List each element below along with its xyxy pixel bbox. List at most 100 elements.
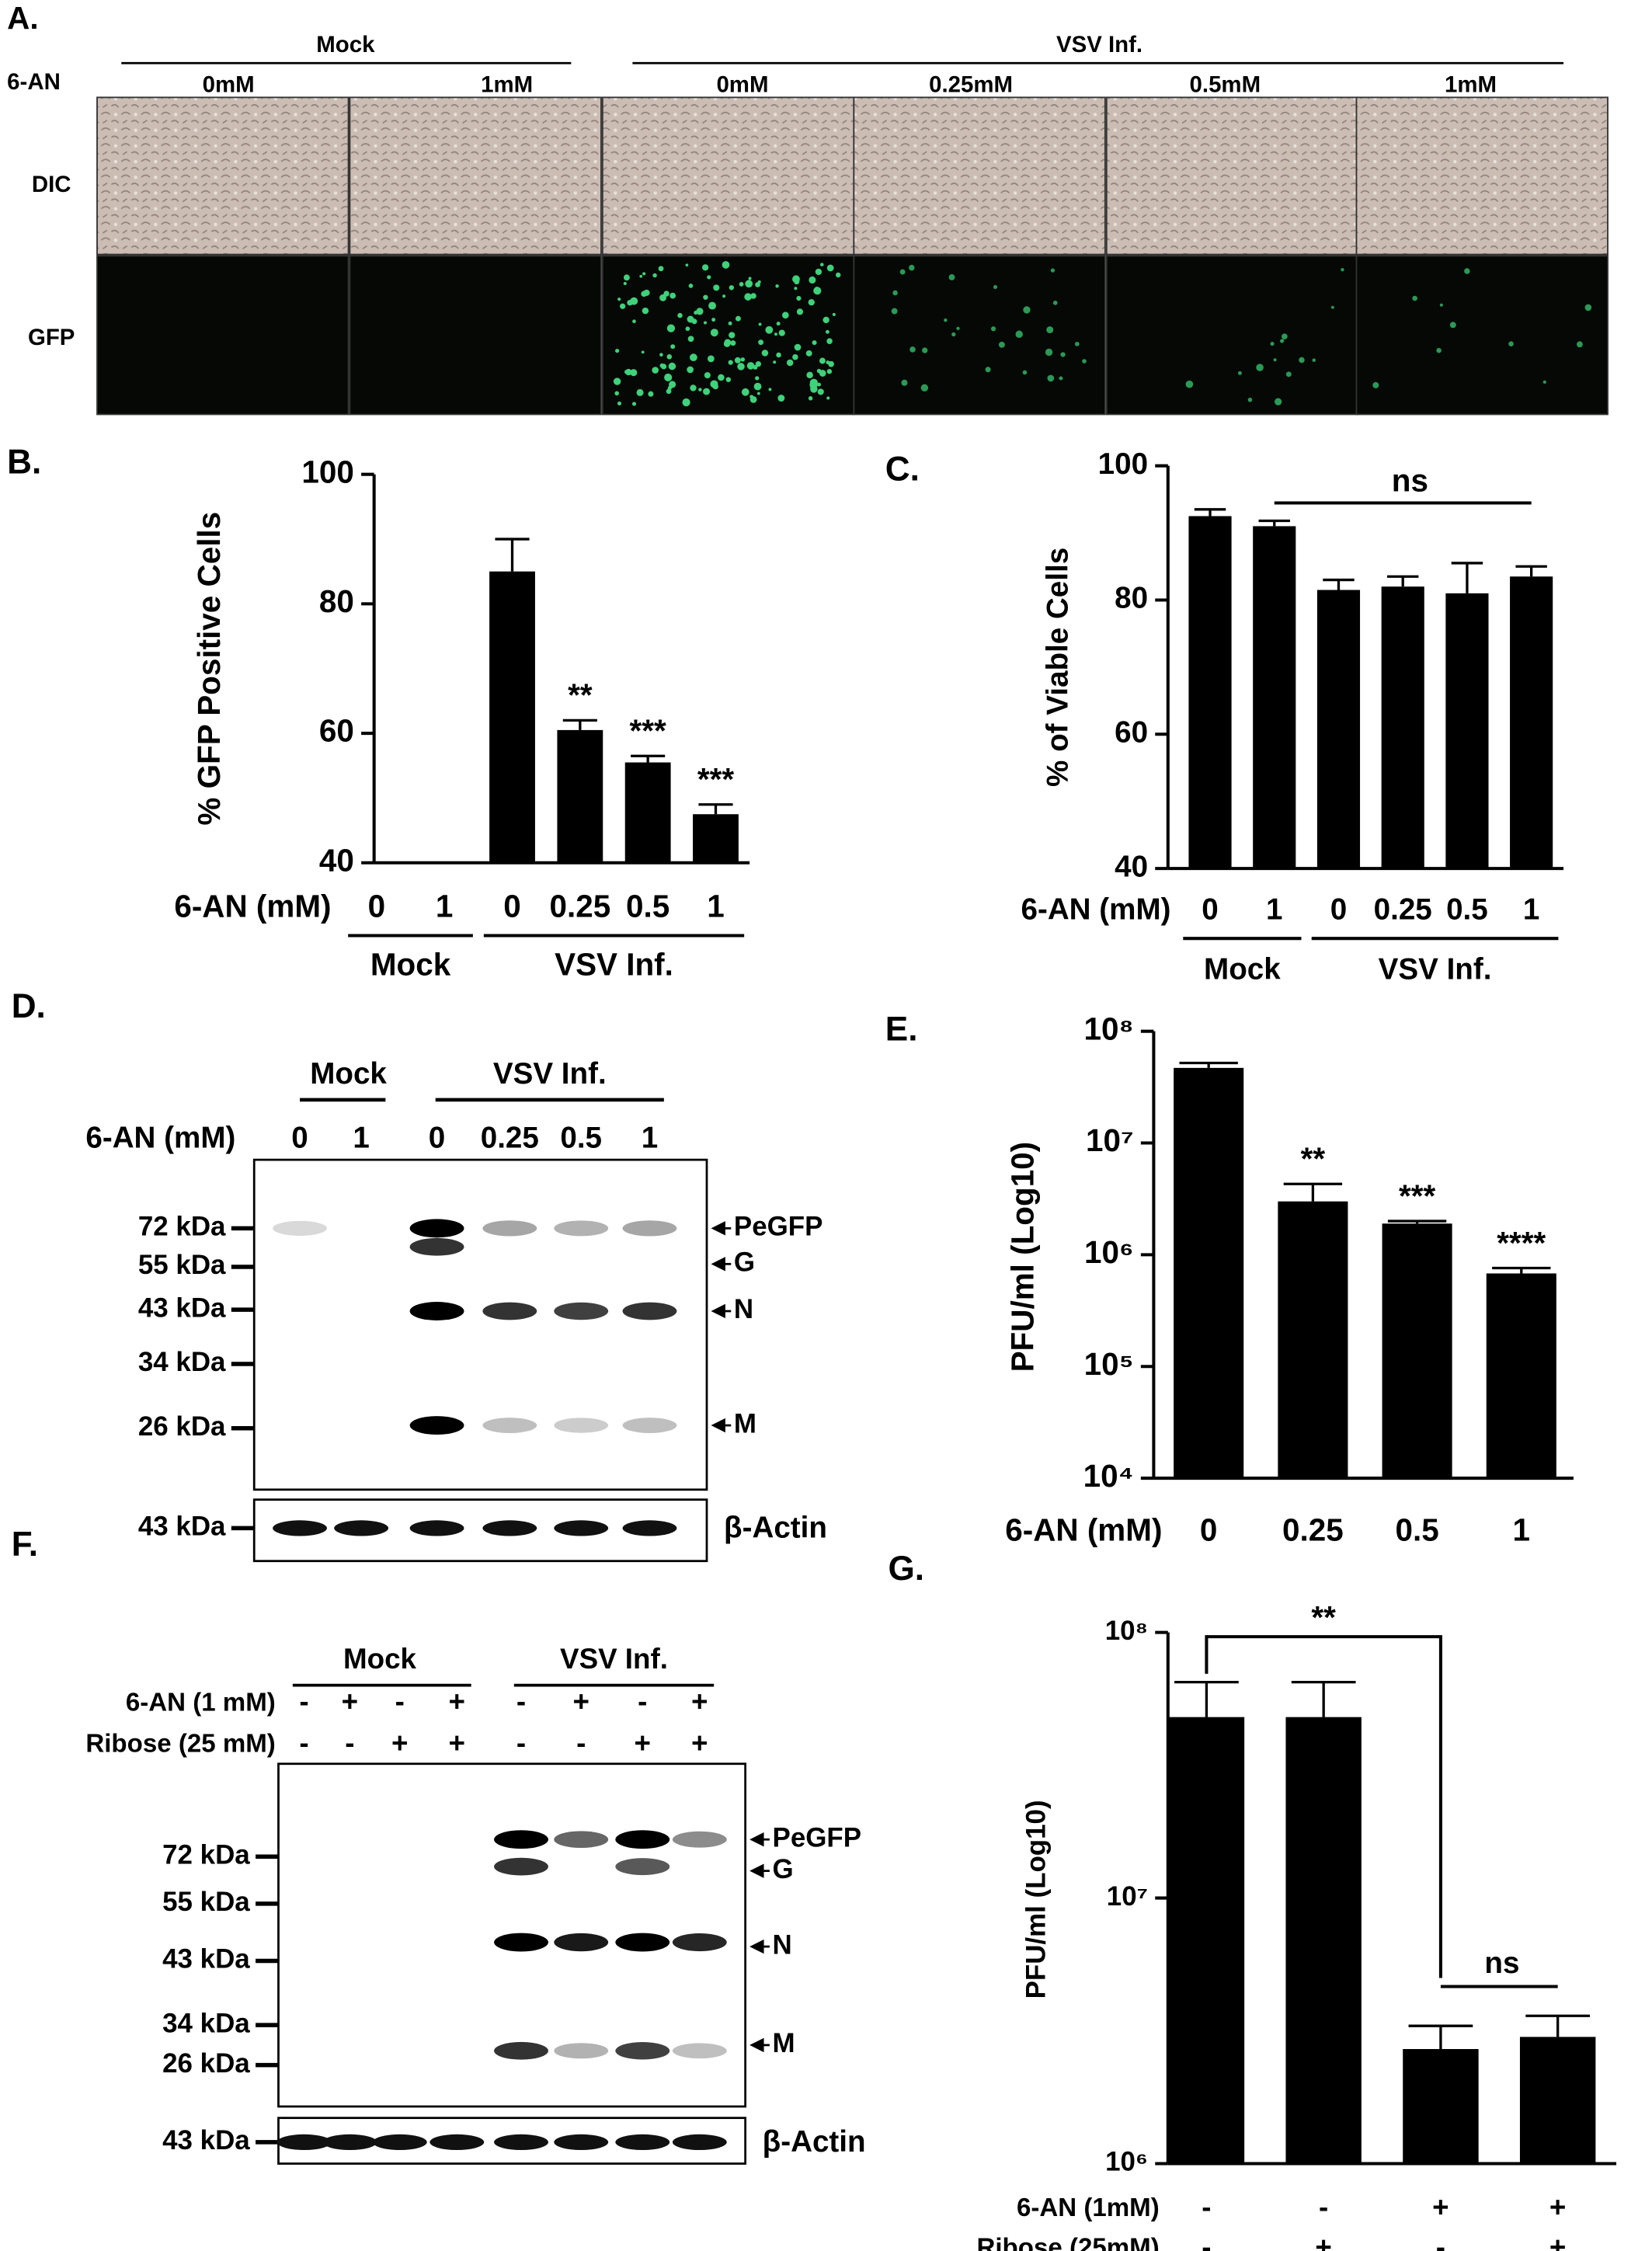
gfp-cell — [669, 292, 676, 299]
gfp-cell — [620, 303, 626, 309]
significance-label: *** — [1399, 1178, 1435, 1213]
gfp-cell — [687, 366, 694, 374]
concentration-label: 0.25mM — [929, 71, 1013, 97]
significance-label: ** — [1301, 1141, 1326, 1177]
band — [494, 1830, 548, 1849]
treatment-sign: - — [345, 1727, 354, 1759]
group-label: Mock — [370, 947, 451, 983]
condition-sign: + — [1315, 2232, 1331, 2251]
gfp-cell — [1299, 357, 1305, 364]
treatment-sign: - — [395, 1686, 405, 1717]
gfp-cell — [703, 388, 711, 395]
gfp-cell — [623, 281, 627, 286]
gfp-cell — [725, 377, 732, 382]
band — [482, 1520, 537, 1536]
band-label: M — [734, 1408, 756, 1439]
gfp-cell — [835, 272, 841, 278]
dic-image — [853, 96, 1106, 256]
condition-sign: - — [1202, 2232, 1211, 2251]
band — [554, 1933, 609, 1952]
treatment-sign: + — [342, 1686, 358, 1717]
gfp-cell — [1449, 322, 1456, 329]
condition-sign: + — [1549, 2191, 1566, 2223]
gfp-cell — [792, 353, 798, 360]
gfp-cell — [794, 287, 798, 291]
marker-label: 34 kDa — [162, 2008, 250, 2038]
condition-sign: - — [1319, 2191, 1328, 2223]
gfp-cell — [758, 339, 764, 346]
gfp-cell — [817, 388, 824, 395]
gfp-cell — [819, 357, 826, 364]
gfp-cell — [1237, 371, 1242, 375]
gfp-cell — [1047, 374, 1055, 382]
gfp-cell — [1330, 305, 1334, 309]
gfp-cell — [703, 294, 708, 300]
y-axis-label: % of Viable Cells — [1041, 548, 1074, 787]
y-tick-label: 40 — [1115, 850, 1148, 883]
treatment-sign: + — [449, 1686, 465, 1717]
gfp-cell — [614, 391, 619, 396]
bar — [1188, 516, 1232, 869]
group-label: VSV Inf. — [1379, 953, 1492, 986]
gfp-cell — [641, 291, 648, 297]
gfp-cell — [652, 367, 659, 374]
gfp-cell — [712, 383, 718, 390]
condition-sign: + — [1432, 2191, 1449, 2223]
x-tick-label: 1 — [1266, 892, 1282, 926]
gfp-cell — [659, 294, 667, 301]
gfp-cell — [659, 353, 663, 357]
gfp-cell — [664, 373, 673, 382]
concentration-label: 1mM — [1445, 71, 1497, 97]
bar — [1285, 1717, 1362, 2164]
band — [615, 1830, 670, 1849]
gfp-cell — [993, 285, 998, 290]
gfp-cell — [737, 363, 745, 371]
y-tick-label: 10⁶ — [1084, 1234, 1134, 1270]
marker-label: 72 kDa — [162, 1839, 250, 1870]
gfp-cell — [778, 329, 785, 336]
gfp-cell — [729, 285, 735, 291]
gfp-cell — [820, 263, 824, 266]
x-tick-label: 1 — [436, 888, 454, 924]
panel-label: E. — [885, 1010, 918, 1048]
gfp-cell — [630, 297, 638, 305]
y-tick-label: 10⁸ — [1084, 1011, 1134, 1046]
gfp-cell — [668, 362, 676, 371]
band-arrow — [749, 2037, 764, 2053]
gfp-cell — [624, 369, 629, 374]
gfp-cell — [728, 360, 733, 365]
bar — [693, 814, 739, 863]
marker-label: 55 kDa — [138, 1250, 226, 1280]
band — [554, 1418, 609, 1433]
gfp-cell — [711, 318, 716, 322]
gfp-cell — [909, 346, 916, 353]
gfp-cell — [809, 378, 818, 387]
bar — [1382, 1223, 1452, 1479]
gfp-cell — [658, 266, 664, 272]
gfp-cell — [815, 287, 819, 291]
gfp-cell — [948, 273, 955, 280]
gfp-cell — [786, 359, 794, 367]
gfp-cell — [826, 264, 834, 272]
band — [622, 1520, 677, 1536]
band-label: N — [773, 1929, 792, 1960]
gfp-cell — [687, 336, 694, 343]
band-arrow — [749, 1832, 764, 1847]
x-tick-label: 0.5 — [1446, 892, 1488, 926]
gfp-cell — [688, 284, 694, 288]
band — [622, 1220, 677, 1237]
gfp-cell — [1279, 339, 1285, 343]
band-arrow — [711, 1221, 725, 1236]
bar — [1510, 576, 1553, 869]
gfp-cell — [776, 352, 781, 358]
y-tick-label: 60 — [319, 713, 354, 749]
panel-label: F. — [12, 1526, 38, 1564]
band — [276, 2134, 332, 2151]
group-label: Mock — [310, 1057, 387, 1091]
gfp-cell — [781, 311, 789, 319]
x-tick-label: 0.25 — [1282, 1512, 1344, 1548]
bar — [489, 571, 535, 863]
y-tick-label: 80 — [319, 583, 354, 619]
condition-label: 6-AN (1mM) — [1017, 2194, 1160, 2222]
